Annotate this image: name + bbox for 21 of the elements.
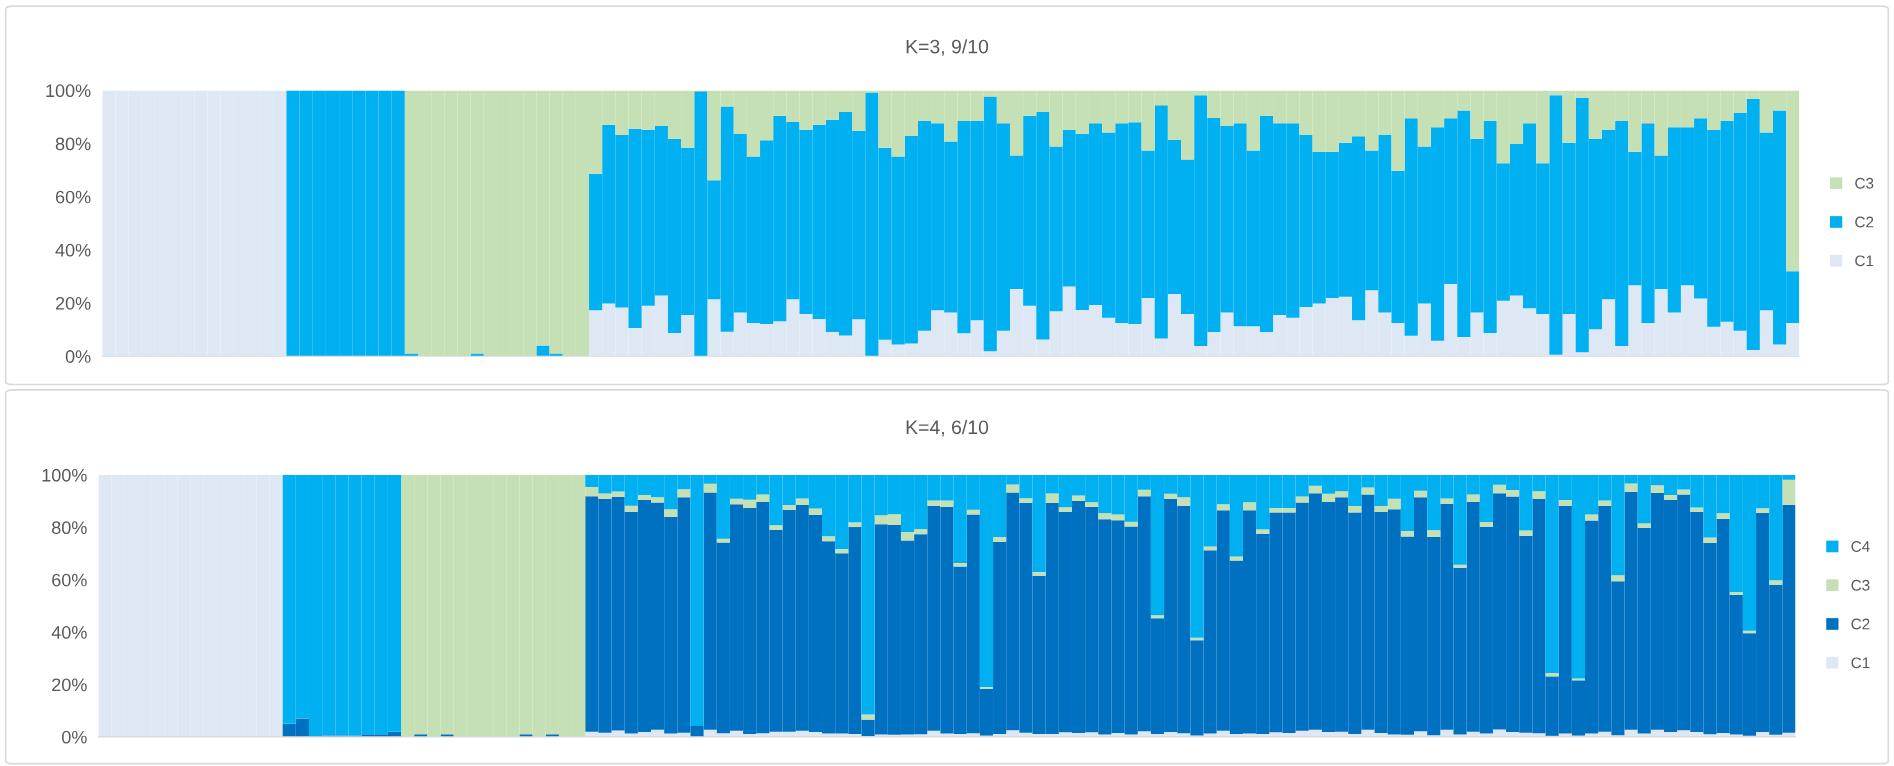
legend-label: C2 <box>1851 618 1870 630</box>
y-tick-label: 60% <box>55 190 91 204</box>
y-tick-label: 80% <box>52 521 87 535</box>
legend-label: C4 <box>1851 541 1870 552</box>
legend-label: C2 <box>1855 216 1874 228</box>
y-tick-label: 80% <box>55 137 91 151</box>
y-tick-label: 60% <box>52 573 87 587</box>
chart-title: K=3, 9/10 <box>906 39 989 56</box>
y-tick-label: 20% <box>52 678 87 692</box>
y-tick-label: 100% <box>46 84 91 98</box>
chart-title: K=4, 6/10 <box>906 419 989 437</box>
y-tick-label: 0% <box>65 350 91 363</box>
legend-label: C1 <box>1851 657 1870 669</box>
legend-label: C3 <box>1855 177 1874 189</box>
y-tick-label: 0% <box>61 730 87 744</box>
y-tick-label: 20% <box>55 296 91 310</box>
legend-label: C1 <box>1855 255 1874 267</box>
legend-label: C3 <box>1851 579 1870 591</box>
y-tick-label: 100% <box>42 468 87 482</box>
y-tick-label: 40% <box>55 243 91 257</box>
y-tick-label: 40% <box>51 626 87 639</box>
